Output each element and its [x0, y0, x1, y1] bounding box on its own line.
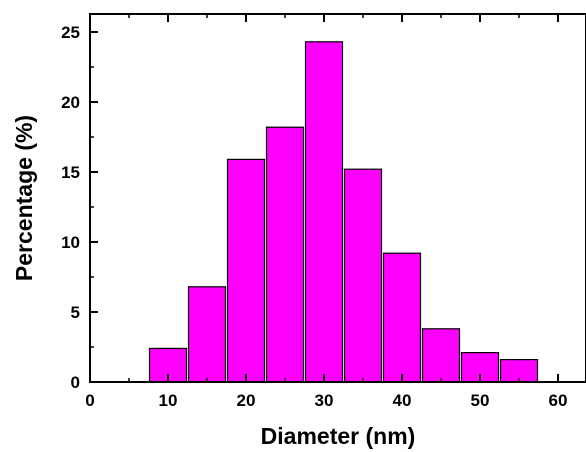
x-tick-label: 60 [549, 391, 568, 410]
bar [265, 126, 305, 383]
y-tick-label: 0 [71, 373, 80, 392]
x-tick-label: 20 [237, 391, 256, 410]
y-tick-label: 15 [61, 163, 80, 182]
y-tick-label: 25 [61, 23, 80, 42]
y-axis-title: Percentage (%) [11, 115, 37, 281]
bars-group [148, 41, 539, 383]
y-tick-label: 5 [71, 303, 80, 322]
x-tick-label: 50 [471, 391, 490, 410]
plot-frame [89, 13, 586, 383]
x-tick-label: 30 [315, 391, 334, 410]
bar [187, 286, 227, 383]
x-tick-label: 40 [393, 391, 412, 410]
bar [421, 328, 461, 383]
tick-labels-group: 0 10 20 30 40 50 60 0 5 10 15 20 25 [61, 23, 567, 410]
y-tick-label: 10 [61, 233, 80, 252]
bar [382, 252, 422, 383]
y-tick-label: 20 [61, 93, 80, 112]
bar [226, 158, 266, 383]
bar [343, 168, 383, 383]
bar [304, 41, 344, 383]
x-tick-label: 10 [159, 391, 178, 410]
x-tick-label: 0 [85, 391, 94, 410]
x-axis-title: Diameter (nm) [261, 423, 416, 449]
